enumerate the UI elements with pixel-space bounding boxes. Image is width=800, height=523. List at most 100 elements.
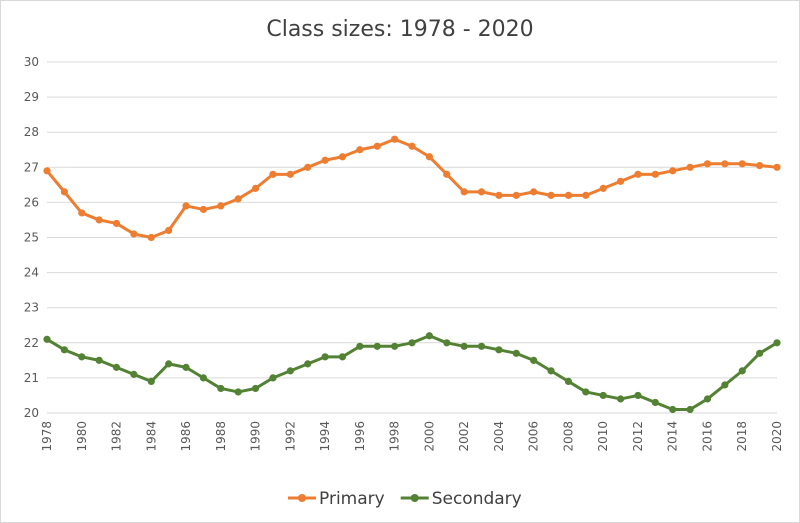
data-point-primary xyxy=(304,163,312,171)
data-point-primary xyxy=(217,202,225,210)
legend-item-secondary: Secondary xyxy=(400,489,522,509)
data-point-primary xyxy=(182,202,190,210)
data-point-primary xyxy=(43,167,51,175)
data-point-secondary xyxy=(738,367,746,375)
data-point-secondary xyxy=(634,391,642,400)
data-point-secondary xyxy=(495,346,503,354)
data-point-primary xyxy=(251,184,260,192)
data-point-secondary xyxy=(547,367,555,375)
data-point-primary xyxy=(147,233,155,242)
data-point-primary xyxy=(391,135,399,143)
data-point-primary xyxy=(651,170,659,178)
x-tick-label: 2014 xyxy=(666,421,680,452)
data-point-secondary xyxy=(112,363,121,371)
data-point-primary xyxy=(634,170,642,178)
data-point-secondary xyxy=(182,363,190,371)
data-point-secondary xyxy=(721,381,729,389)
data-point-primary xyxy=(547,191,555,199)
data-point-secondary xyxy=(286,367,294,375)
data-point-primary xyxy=(443,170,451,178)
x-tick-label: 1988 xyxy=(214,421,228,452)
x-tick-label: 1986 xyxy=(179,421,193,452)
x-tick-label: 1996 xyxy=(353,421,367,452)
x-tick-label: 2016 xyxy=(700,421,714,452)
series-primary xyxy=(43,135,781,242)
data-point-primary xyxy=(165,226,173,235)
data-point-primary xyxy=(530,188,538,196)
data-point-primary xyxy=(564,191,573,199)
data-point-primary xyxy=(599,184,607,192)
data-point-primary xyxy=(738,160,746,168)
data-point-secondary xyxy=(669,405,677,414)
data-point-secondary xyxy=(356,342,364,350)
data-point-secondary xyxy=(651,398,659,407)
data-point-primary xyxy=(373,142,381,150)
y-tick-label: 25 xyxy=(24,231,39,245)
y-tick-label: 28 xyxy=(24,125,39,139)
data-point-secondary xyxy=(564,377,573,386)
data-point-secondary xyxy=(425,332,433,340)
data-point-secondary xyxy=(616,395,625,403)
data-point-secondary xyxy=(234,388,242,396)
y-tick-label: 27 xyxy=(24,160,39,174)
x-tick-label: 2008 xyxy=(561,421,575,452)
x-tick-label: 1982 xyxy=(110,421,124,452)
data-point-secondary xyxy=(165,360,173,368)
data-point-secondary xyxy=(443,339,451,347)
x-tick-label: 1978 xyxy=(40,421,54,452)
data-point-secondary xyxy=(477,342,486,350)
data-point-secondary xyxy=(251,384,260,393)
x-tick-label: 2004 xyxy=(492,421,506,452)
y-tick-label: 22 xyxy=(24,336,39,350)
data-point-secondary xyxy=(703,395,712,403)
data-point-primary xyxy=(703,160,712,168)
y-tick-label: 20 xyxy=(24,406,39,420)
data-point-primary xyxy=(460,188,468,196)
data-point-primary xyxy=(425,153,433,161)
data-point-secondary xyxy=(95,356,103,364)
x-tick-label: 2020 xyxy=(770,421,784,452)
x-tick-label: 2000 xyxy=(422,421,436,452)
data-point-primary xyxy=(112,219,121,228)
y-tick-label: 23 xyxy=(24,301,39,315)
x-tick-label: 1992 xyxy=(283,421,297,452)
y-tick-label: 29 xyxy=(24,90,39,104)
data-point-secondary xyxy=(373,342,381,350)
y-tick-label: 21 xyxy=(24,371,39,385)
legend-marker-secondary xyxy=(410,494,419,502)
y-tick-label: 24 xyxy=(24,266,39,280)
data-point-primary xyxy=(321,156,329,164)
data-point-secondary xyxy=(304,360,312,368)
data-point-secondary xyxy=(147,377,155,386)
data-point-primary xyxy=(756,161,764,170)
data-point-secondary xyxy=(512,349,520,357)
data-point-primary xyxy=(356,146,364,154)
x-tick-label: 2010 xyxy=(596,421,610,452)
x-tick-label: 1994 xyxy=(318,421,332,452)
y-tick-label: 26 xyxy=(24,195,39,209)
x-tick-label: 2012 xyxy=(631,421,645,452)
y-axis-ticks: 20 21 22 23 24 25 26 27 28 29 30 xyxy=(24,55,39,420)
legend-label-primary: Primary xyxy=(319,489,385,509)
data-point-primary xyxy=(130,230,138,238)
data-point-primary xyxy=(408,142,416,150)
data-point-primary xyxy=(773,163,781,171)
x-tick-label: 2018 xyxy=(735,421,749,452)
data-point-secondary xyxy=(60,346,68,354)
data-point-secondary xyxy=(530,356,538,364)
data-point-primary xyxy=(234,195,242,203)
data-point-primary xyxy=(78,209,86,217)
data-point-secondary xyxy=(773,339,781,347)
legend-item-primary: Primary xyxy=(288,489,385,509)
x-tick-label: 2002 xyxy=(457,421,471,452)
data-point-primary xyxy=(721,160,729,168)
data-point-secondary xyxy=(78,353,86,361)
data-point-secondary xyxy=(338,353,347,361)
data-point-secondary xyxy=(408,339,416,347)
data-point-primary xyxy=(616,177,625,185)
x-tick-label: 1998 xyxy=(388,421,402,452)
data-point-primary xyxy=(686,163,694,171)
data-point-primary xyxy=(495,191,503,199)
